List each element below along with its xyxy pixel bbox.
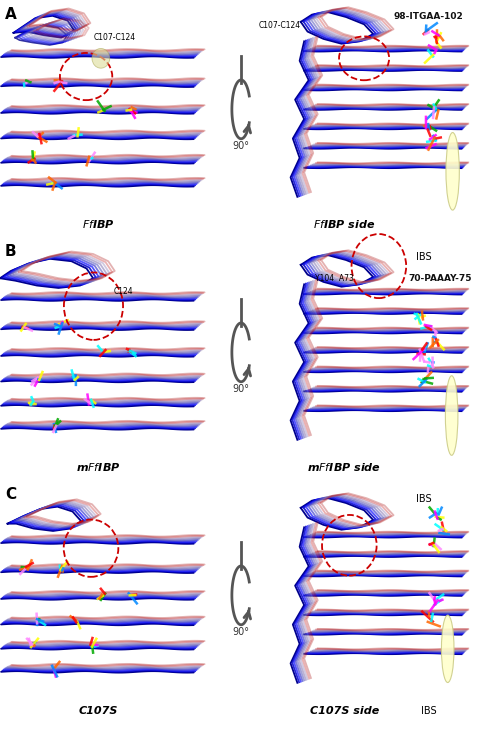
Text: C107S: C107S (79, 706, 118, 716)
Text: IBS: IBS (416, 252, 431, 262)
Text: $Ff$IBP: $Ff$IBP (82, 218, 115, 230)
Text: C107S side: C107S side (310, 706, 379, 716)
Text: A: A (5, 7, 17, 23)
Text: C107-C124: C107-C124 (93, 34, 136, 42)
Text: 98-ITGAA-102: 98-ITGAA-102 (394, 12, 463, 20)
Text: C124: C124 (113, 287, 133, 296)
Text: IBS: IBS (421, 706, 436, 716)
Text: C107-C124: C107-C124 (258, 21, 301, 30)
Text: 90°: 90° (233, 141, 249, 152)
Text: 90°: 90° (233, 384, 249, 394)
Text: m$Ff$IBP side: m$Ff$IBP side (308, 461, 381, 473)
Text: C: C (5, 487, 16, 502)
Text: IBS: IBS (416, 494, 431, 504)
Ellipse shape (92, 48, 110, 69)
Text: $Ff$IBP side: $Ff$IBP side (313, 218, 376, 230)
Text: 70-PAAAY-75: 70-PAAAY-75 (408, 274, 472, 283)
Text: Y104  A73: Y104 A73 (315, 274, 354, 283)
Text: 90°: 90° (233, 628, 249, 637)
Ellipse shape (446, 133, 460, 210)
Ellipse shape (445, 375, 458, 456)
Ellipse shape (441, 615, 454, 682)
Text: m$Ff$IBP: m$Ff$IBP (76, 461, 121, 473)
Text: B: B (5, 244, 17, 260)
